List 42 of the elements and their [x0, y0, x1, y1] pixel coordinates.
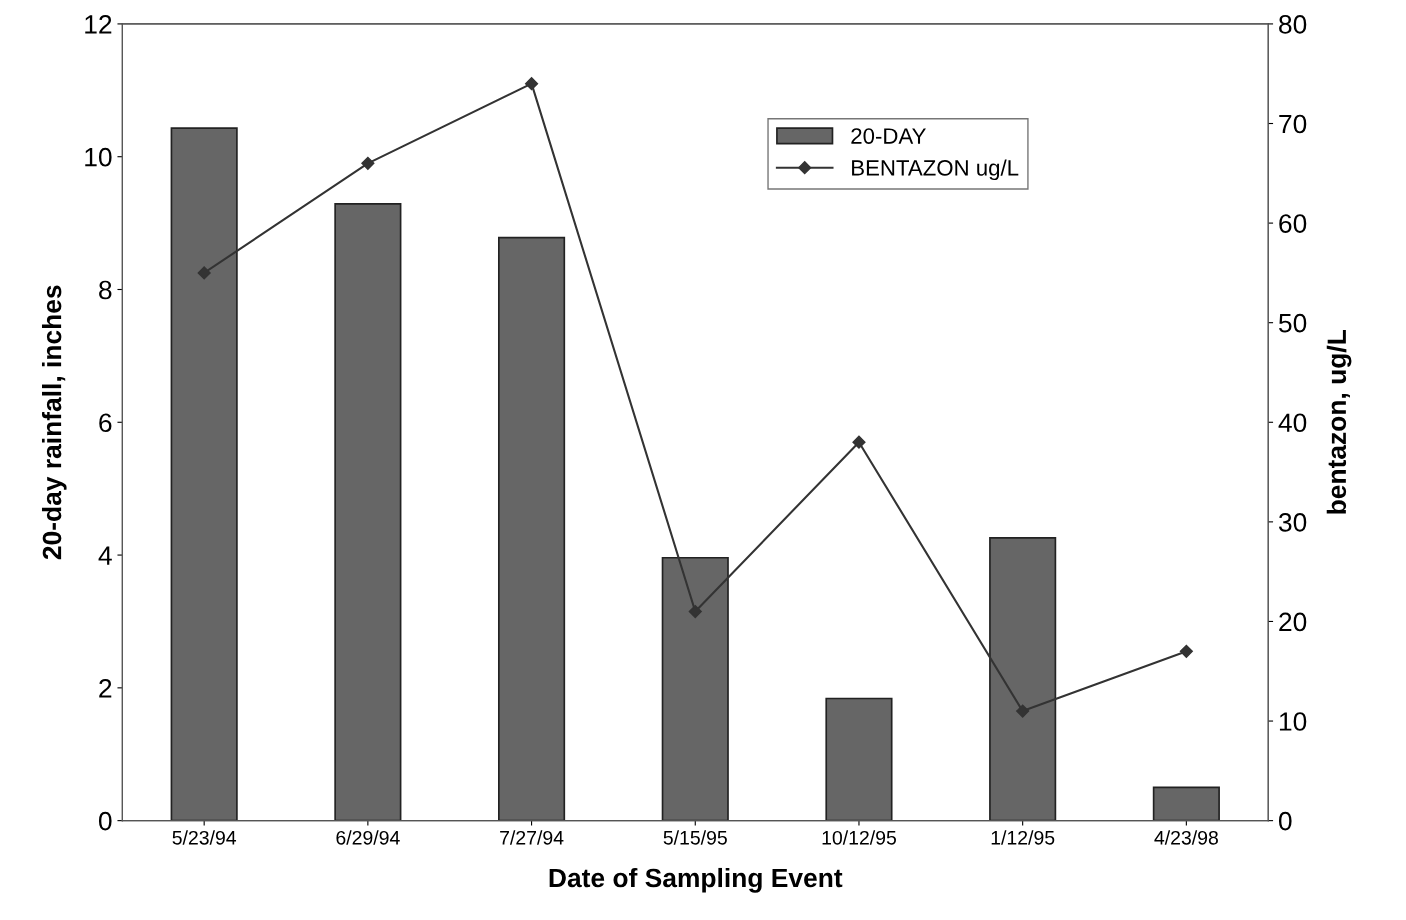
y-axis-title: 20-day rainfall, inches: [41, 285, 67, 560]
y-tick-label: 0: [98, 811, 112, 831]
bar: [1152, 786, 1220, 821]
x-tick-label: 7/27/94: [500, 830, 564, 845]
x-tick-label: 5/15/95: [663, 830, 727, 845]
y2-tick-label: 20: [1279, 612, 1307, 632]
y-tick-label: 8: [99, 280, 112, 300]
bar: [170, 127, 238, 821]
point: [524, 77, 539, 91]
point: [1016, 704, 1030, 718]
y2-tick-label: 50: [1278, 313, 1307, 333]
point: [852, 435, 866, 449]
bar: [825, 697, 893, 821]
x-axis-title: Date of Sampling Event: [549, 867, 843, 893]
y-tick-label: 12: [85, 15, 112, 34]
y2-tick-label: 10: [1279, 712, 1307, 731]
y2-tick-label: 30: [1278, 513, 1307, 532]
y-tick-label: 6: [99, 413, 112, 433]
bar: [334, 203, 402, 821]
point: [688, 604, 702, 619]
y-tick-label: 2: [99, 678, 112, 698]
y-tick-label: 10: [85, 147, 112, 167]
x-tick-label: 10/12/95: [822, 830, 896, 845]
y2-axis-title: bentazon, ug/L: [1326, 330, 1352, 514]
legend-label: BENTAZON ug/L: [852, 159, 1019, 181]
legend-label: 20-DAY: [851, 128, 926, 144]
point: [361, 156, 375, 170]
y-tick-label: 4: [98, 546, 112, 565]
bar: [989, 536, 1057, 821]
y2-tick-label: 80: [1279, 15, 1307, 34]
x-tick-label: 1/12/95: [991, 830, 1055, 845]
point: [197, 266, 211, 280]
bar: [661, 556, 729, 821]
x-tick-label: 5/23/94: [172, 830, 237, 845]
y2-tick-label: 0: [1278, 811, 1292, 831]
y2-tick-label: 60: [1279, 214, 1307, 233]
x-tick-label: 6/29/94: [336, 830, 400, 845]
bar: [497, 236, 566, 821]
point: [1179, 644, 1193, 658]
x-tick-label: 4/23/98: [1154, 830, 1218, 845]
y2-tick-label: 70: [1279, 114, 1307, 134]
y2-tick-label: 40: [1278, 413, 1307, 433]
